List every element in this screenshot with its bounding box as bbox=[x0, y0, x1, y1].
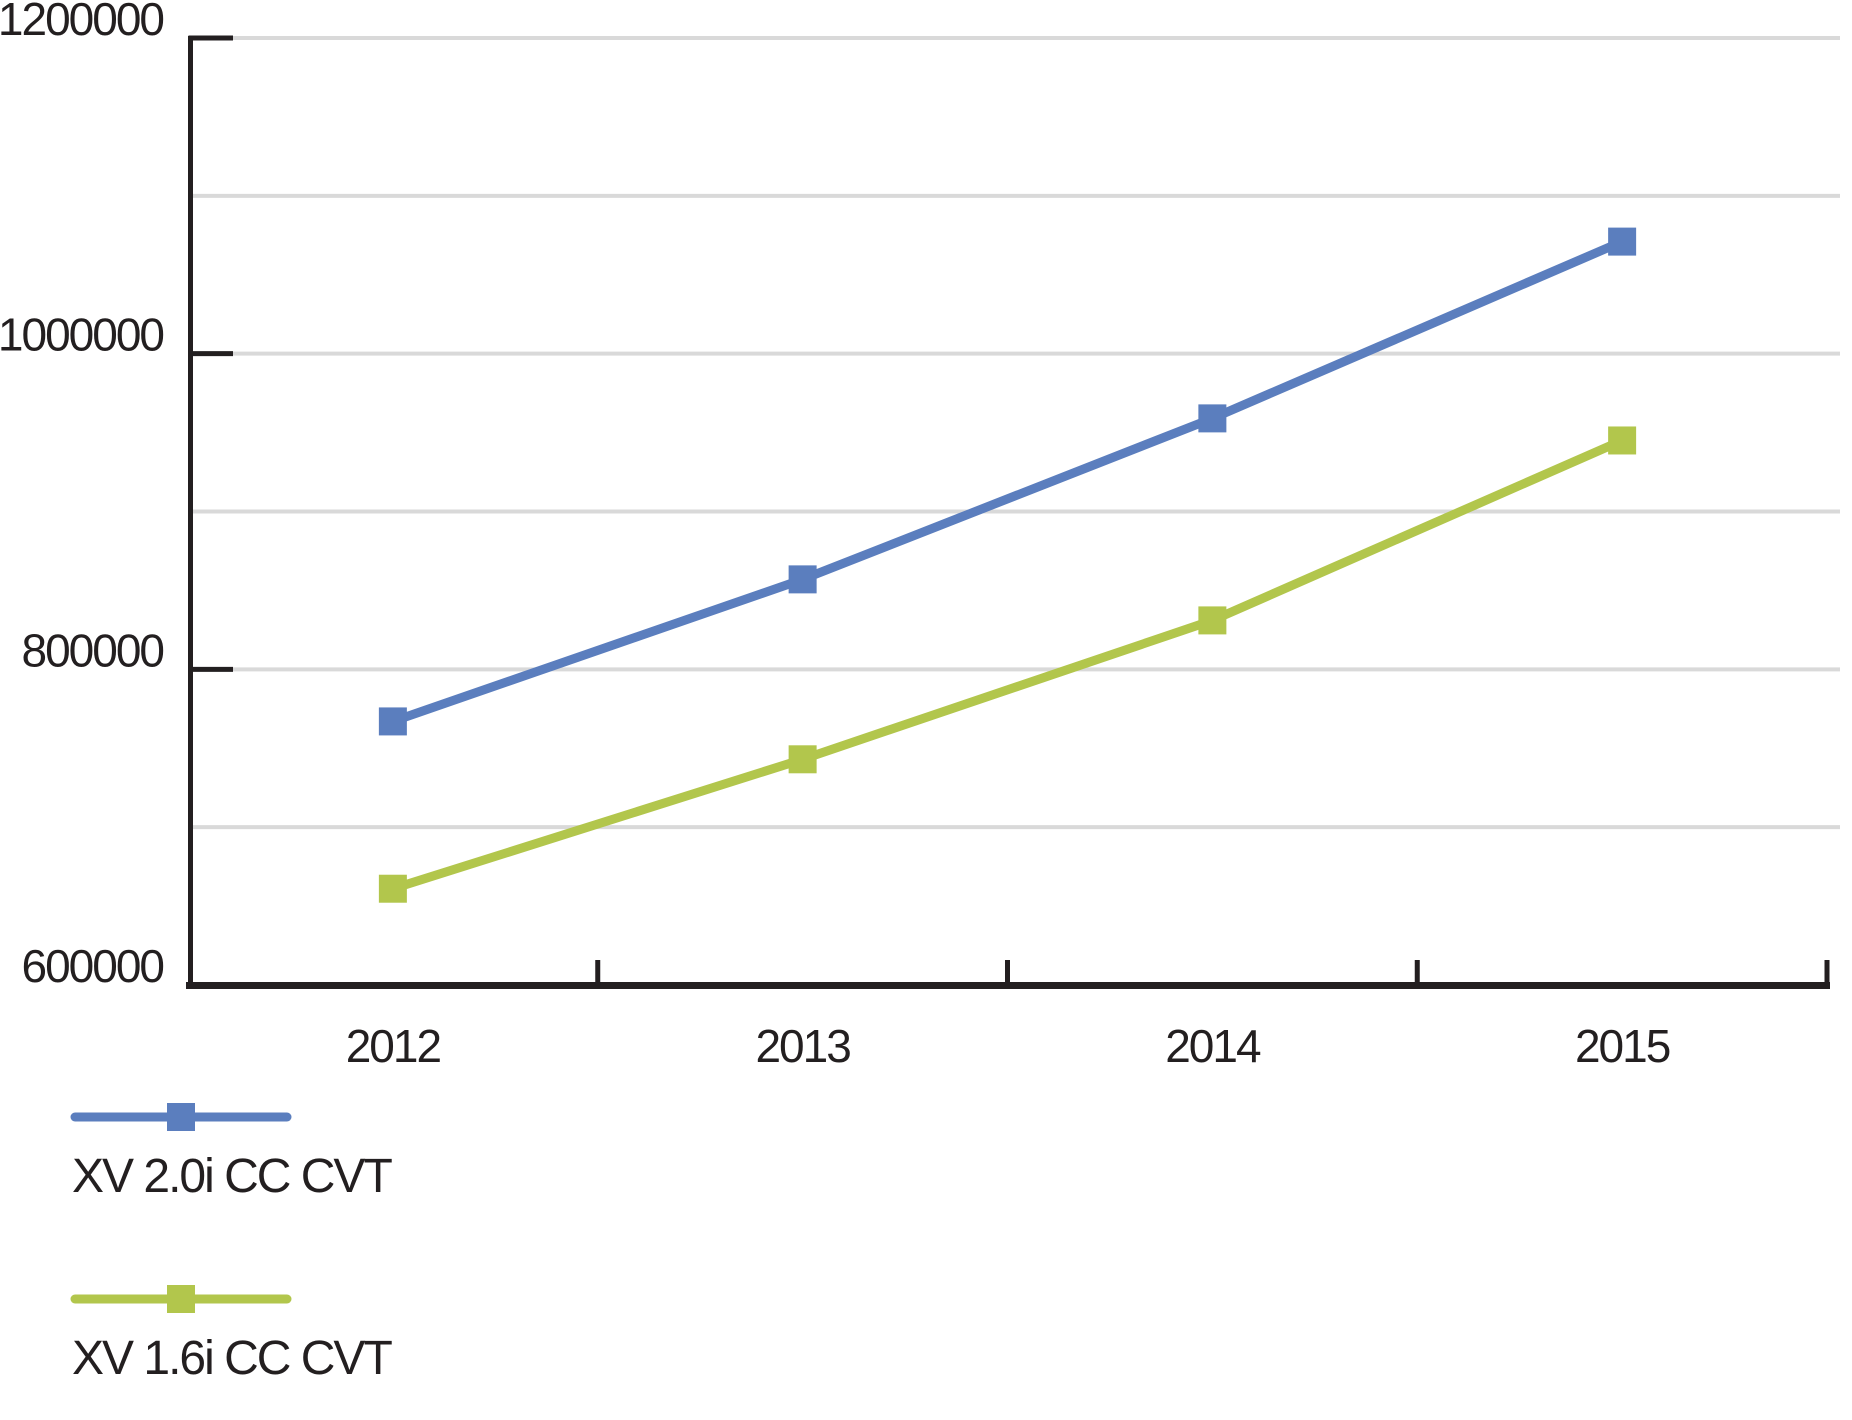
x-axis-label: 2012 bbox=[346, 1020, 441, 1072]
legend-marker-icon bbox=[167, 1285, 195, 1313]
legend-item-xv-2-0i-cc-cvt: XV 2.0i CC CVT bbox=[70, 1103, 394, 1203]
series-line-xv-2-0i-cc-cvt bbox=[388, 237, 1627, 726]
y-axis-label: 1000000 bbox=[0, 309, 163, 361]
marker-xv-1-6i-cc-cvt-2013 bbox=[788, 745, 817, 774]
x-axis-label: 2014 bbox=[1165, 1020, 1261, 1072]
legend-label: XV 2.0i CC CVT bbox=[72, 1150, 392, 1203]
y-axis-label: 600000 bbox=[22, 940, 164, 992]
marker-xv-1-6i-cc-cvt-2015 bbox=[1608, 426, 1637, 455]
legend-marker-icon bbox=[167, 1103, 195, 1131]
y-axis-label: 800000 bbox=[22, 624, 164, 676]
legend-label: XV 1.6i CC CVT bbox=[72, 1332, 392, 1385]
marker-xv-1-6i-cc-cvt-2014 bbox=[1198, 606, 1227, 635]
marker-xv-2-0i-cc-cvt-2015 bbox=[1608, 227, 1637, 256]
y-axis-label: 1200000 bbox=[0, 0, 163, 45]
x-axis-label: 2013 bbox=[755, 1020, 850, 1072]
x-axis-label: 2015 bbox=[1575, 1020, 1670, 1072]
series-line-xv-1-6i-cc-cvt bbox=[388, 435, 1627, 894]
legend-item-xv-1-6i-cc-cvt: XV 1.6i CC CVT bbox=[70, 1285, 394, 1385]
marker-xv-2-0i-cc-cvt-2013 bbox=[788, 565, 817, 594]
marker-xv-1-6i-cc-cvt-2012 bbox=[378, 874, 407, 903]
marker-xv-2-0i-cc-cvt-2014 bbox=[1198, 404, 1227, 433]
marker-xv-2-0i-cc-cvt-2012 bbox=[378, 707, 407, 736]
